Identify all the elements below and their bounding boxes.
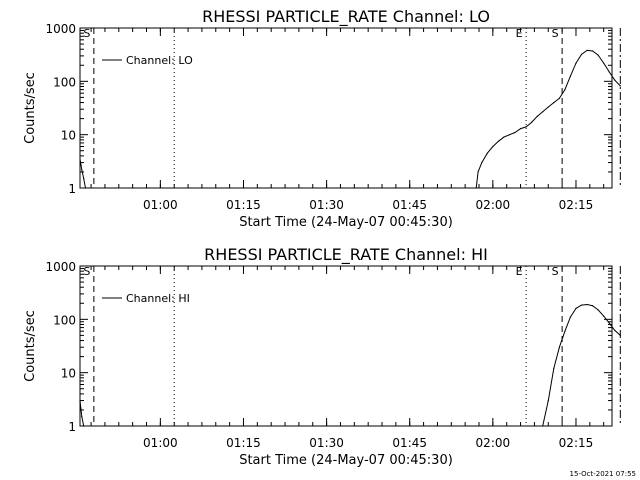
- panel-2-y-tick-label-1000: 1000: [45, 260, 76, 274]
- panel-1-x-tick-label-01:00: 01:00: [143, 198, 178, 212]
- panel-1-data-point-2-11: [525, 126, 527, 128]
- panel-2-data-point-2-9: [586, 303, 588, 306]
- panel-1-data-point-2-3: [481, 162, 483, 164]
- panel-1-data-point-2-27: [614, 79, 616, 81]
- panel-1-chart-title: RHESSI PARTICLE_RATE Channel: LO: [202, 7, 490, 27]
- panel-1-data-point-2-21: [580, 53, 583, 56]
- panel-2-data-point-2-10: [592, 305, 594, 307]
- panel-1-data-point-2-7: [503, 136, 505, 138]
- panel-2-data-point-2-3: [553, 367, 555, 369]
- panel-1-x-tick-label-02:00: 02:00: [476, 198, 511, 212]
- panel-1-data-point-2-16: [553, 102, 555, 104]
- panel-1-series-line-1-segment-1: [79, 158, 86, 189]
- panel-1-data-point-1-3: [83, 178, 85, 180]
- panel-2-data-point-2-4: [558, 346, 561, 348]
- panel-2-data-point-2-14: [614, 329, 616, 331]
- panel-1-x-tick-label-01:45: 01:45: [392, 198, 427, 212]
- panel-2-marker-label-4: S: [552, 265, 559, 278]
- panel-1-x-tick-label-02:15: 02:15: [559, 198, 594, 212]
- panel-1-data-point-2-12: [531, 121, 533, 123]
- panel-1-data-point-2-18: [564, 89, 566, 91]
- panel-2-series-line-1-segment-2: [542, 303, 621, 427]
- panel-1-y-tick-label-10: 10: [61, 129, 76, 143]
- panel-1-legend-label: Channel: LO: [126, 54, 193, 67]
- panel-2-chart-title: RHESSI PARTICLE_RATE Channel: HI: [204, 245, 488, 265]
- panel-2-plot-frame: [79, 265, 613, 427]
- panel-1-marker-label-1: S: [83, 27, 90, 40]
- panel-1-data-point-2-24: [597, 54, 599, 56]
- panel-2-data-point-2-7: [575, 307, 577, 309]
- panel-1-data-point-2-4: [486, 152, 488, 154]
- panel-1-data-point-2-8: [508, 134, 511, 136]
- panel-2-data-point-1-1: [79, 400, 81, 402]
- panel-1-data-point-2-5: [492, 145, 494, 148]
- panel-1-data-point-2-6: [497, 140, 499, 142]
- panel-2-data-point-1-2: [81, 416, 83, 418]
- panel-2-data-point-2-6: [569, 316, 572, 318]
- panel-2-data-point-2-13: [608, 322, 610, 324]
- panel-2-data-point-2-1: [542, 425, 544, 427]
- panel-2-marker-label-3: E: [516, 265, 523, 278]
- panel-2-y-tick-label-1: 1: [68, 420, 76, 434]
- panel-1-y-axis-label: Counts/sec: [23, 72, 38, 144]
- panel-2-data-point-2-5: [564, 330, 566, 332]
- panel-2-x-axis-label: Start Time (24-May-07 00:45:30): [239, 453, 453, 468]
- panel-2-y-tick-label-10: 10: [61, 367, 76, 381]
- panel-1-data-point-1-4: [84, 187, 87, 189]
- panel-2-data-point-2-2: [547, 400, 549, 402]
- panel-1-data-point-2-19: [569, 75, 572, 77]
- panel-2-y-axis-label: Counts/sec: [23, 310, 38, 382]
- panel-1-data-point-2-15: [547, 106, 549, 108]
- panel-2-data-point-1-3: [83, 425, 85, 427]
- panel-1-marker-label-3: E: [516, 27, 523, 40]
- panel-2-x-tick-label-01:30: 01:30: [309, 436, 344, 450]
- panel-2-marker-label-1: S: [83, 265, 90, 278]
- panel-2-data-point-2-11: [597, 309, 599, 311]
- panel-1-data-point-2-22: [586, 49, 588, 52]
- panel-2-data-point-2-8: [580, 304, 583, 306]
- panel-1-marker-label-4: S: [552, 27, 559, 40]
- panel-2-x-tick-label-01:45: 01:45: [392, 436, 427, 450]
- panel-2-legend-label: Channel: HI: [126, 292, 190, 305]
- panel-2-data-point-2-12: [603, 315, 605, 317]
- panel-1-data-point-2-1: [475, 187, 477, 189]
- panel-1-x-tick-label-01:15: 01:15: [226, 198, 261, 212]
- panel-1-plot-frame: [79, 27, 613, 189]
- panel-1-data-point-2-2: [477, 171, 479, 173]
- panel-2-y-tick-label-100: 100: [53, 313, 76, 327]
- panel-1-x-axis-label: Start Time (24-May-07 00:45:30): [239, 215, 453, 230]
- footer-timestamp: 15-Oct-2021 07:55: [569, 470, 636, 478]
- panel-1-data-point-2-9: [514, 131, 516, 134]
- panel-1-data-point-2-26: [608, 71, 610, 73]
- panel-1-y-tick-label-1: 1: [68, 182, 76, 196]
- panel-1-data-point-1-1: [79, 158, 81, 160]
- panel-1-y-tick-label-100: 100: [53, 75, 76, 89]
- panel-1-data-point-2-10: [520, 128, 522, 130]
- panel-2-x-tick-label-01:15: 01:15: [226, 436, 261, 450]
- panel-1-data-point-2-28: [619, 85, 621, 87]
- panel-1-data-point-2-23: [592, 50, 594, 52]
- panel-1-data-point-2-25: [603, 62, 605, 64]
- panel-1-x-tick-label-01:30: 01:30: [309, 198, 344, 212]
- panel-1-data-point-2-14: [542, 111, 544, 113]
- panel-1-data-point-2-13: [536, 115, 538, 117]
- panel-2-x-tick-label-01:00: 01:00: [143, 436, 178, 450]
- panel-2-series-line-1-segment-1: [79, 400, 85, 427]
- panel-1-data-point-1-2: [81, 169, 83, 171]
- panel-1-series-line-1-segment-2: [475, 49, 621, 189]
- panel-2-data-point-2-15: [619, 334, 621, 336]
- panel-1-y-tick-label-1000: 1000: [45, 22, 76, 36]
- panel-1-data-point-2-20: [575, 62, 577, 64]
- panel-2-x-tick-label-02:15: 02:15: [559, 436, 594, 450]
- panel-1-data-point-2-17: [558, 97, 561, 99]
- panel-2-x-tick-label-02:00: 02:00: [476, 436, 511, 450]
